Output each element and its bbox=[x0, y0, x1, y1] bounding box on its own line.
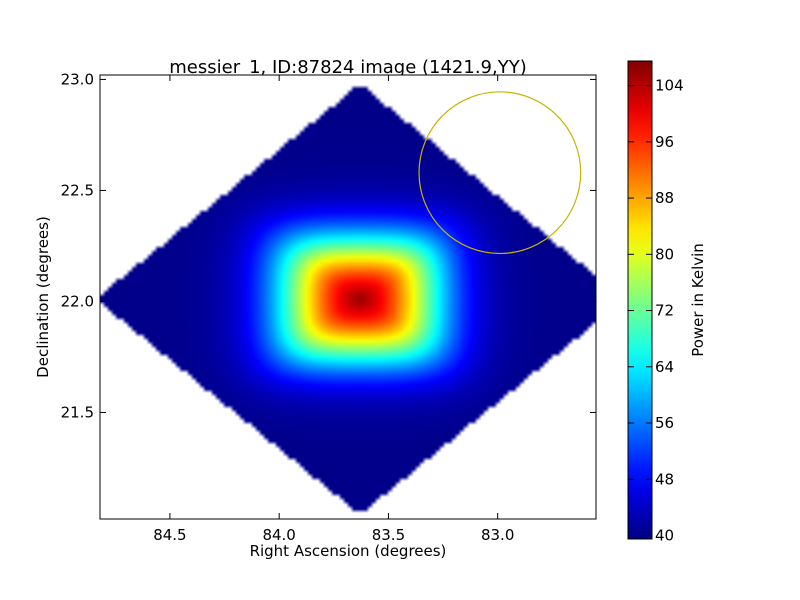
y-tick-label: 23.0 bbox=[61, 70, 94, 88]
colorbar: 40 48 56 64 72 80 88 96 104 bbox=[627, 60, 684, 544]
colorbar-tick-label: 56 bbox=[655, 414, 674, 432]
y-tick-label: 22.5 bbox=[61, 181, 94, 199]
colorbar-frame bbox=[627, 60, 653, 540]
colorbar-label: Power in Kelvin bbox=[689, 243, 707, 357]
y-tick-label: 22.0 bbox=[61, 292, 94, 310]
y-tick-label: 21.5 bbox=[61, 403, 94, 421]
x-axis-ticks: 84.5 84.0 83.5 83.0 bbox=[153, 75, 514, 544]
y-axis-ticks: 21.5 22.0 22.5 23.0 bbox=[61, 70, 596, 421]
annotation-circle bbox=[418, 91, 582, 255]
colorbar-tick-label: 72 bbox=[655, 302, 674, 320]
colorbar-tick-label: 48 bbox=[655, 470, 674, 488]
x-tick-label: 84.0 bbox=[262, 526, 295, 544]
x-tick-label: 83.0 bbox=[481, 526, 514, 544]
plot-frame bbox=[99, 74, 597, 520]
colorbar-tick-label: 80 bbox=[655, 245, 674, 263]
x-axis-label: Right Ascension (degrees) bbox=[250, 542, 447, 560]
colorbar-ticks: 40 48 56 64 72 80 88 96 104 bbox=[628, 77, 684, 544]
colorbar-tick-label: 104 bbox=[655, 77, 684, 95]
colorbar-gradient bbox=[628, 61, 652, 539]
x-tick-label: 83.5 bbox=[372, 526, 405, 544]
y-axis-label: Declination (degrees) bbox=[34, 216, 52, 378]
x-tick-label: 84.5 bbox=[153, 526, 186, 544]
colorbar-tick-label: 88 bbox=[655, 189, 674, 207]
colorbar-tick-label: 96 bbox=[655, 133, 674, 151]
plot-area bbox=[99, 74, 597, 520]
colorbar-tick-label: 40 bbox=[655, 526, 674, 544]
colorbar-tick-label: 64 bbox=[655, 358, 674, 376]
heatmap-image bbox=[100, 75, 596, 519]
chart-title: messier_1, ID:87824 image (1421.9,YY) bbox=[169, 57, 526, 78]
